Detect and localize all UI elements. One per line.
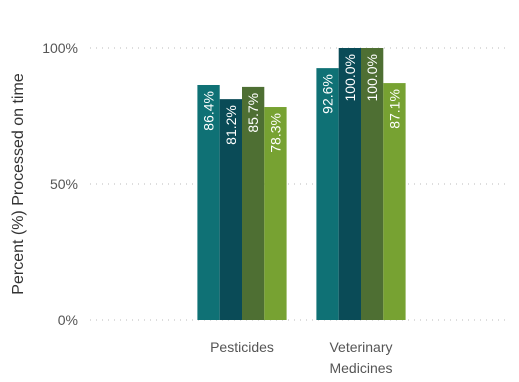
value-label: 86.4%	[201, 91, 217, 131]
y-tick-label: 0%	[58, 312, 78, 328]
x-tick-label-line: Veterinary	[329, 339, 392, 355]
y-axis-title: Percent (%) Processed on time	[10, 73, 27, 295]
y-tick-label: 50%	[50, 176, 78, 192]
bar	[361, 48, 384, 320]
y-tick-label: 100%	[42, 40, 78, 56]
value-label: 85.7%	[245, 93, 261, 133]
bar	[264, 107, 287, 320]
value-label: 78.3%	[267, 113, 283, 153]
bar	[338, 48, 361, 320]
bar	[383, 83, 406, 320]
x-tick-label: Pesticides	[210, 339, 274, 355]
bar	[197, 84, 220, 320]
value-label: 87.1%	[386, 89, 402, 129]
bar	[316, 68, 339, 321]
x-tick-label: Veterinary Medicines	[329, 339, 392, 376]
bar	[242, 86, 265, 321]
value-label: 92.6%	[320, 74, 336, 114]
bar	[219, 99, 242, 320]
value-label: 81.2%	[223, 105, 239, 145]
value-label: 100.0%	[364, 54, 380, 101]
value-label: 100.0%	[342, 54, 358, 101]
x-tick-label-line: Medicines	[329, 360, 392, 376]
